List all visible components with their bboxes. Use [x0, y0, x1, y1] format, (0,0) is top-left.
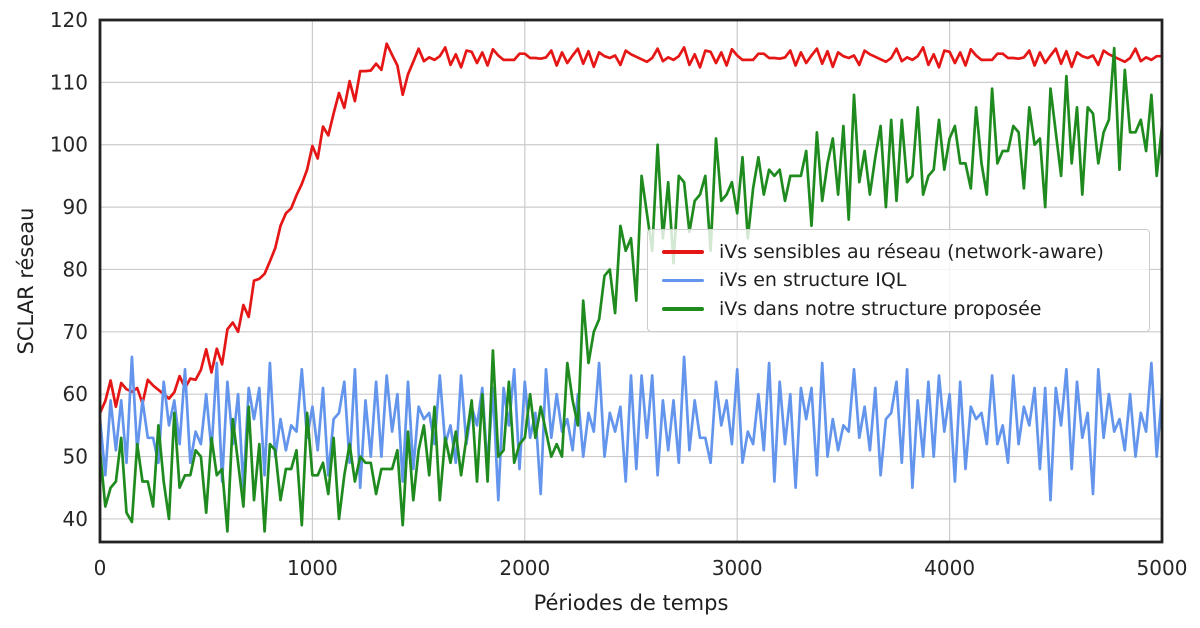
y-tick-label: 110 [50, 70, 88, 94]
y-tick-label: 100 [50, 133, 88, 157]
legend-item-network-aware: iVs sensibles au réseau (network-aware) [662, 241, 1135, 263]
x-tick-label: 2000 [499, 556, 550, 580]
series-line-1 [100, 355, 1162, 502]
legend-label: iVs sensibles au réseau (network-aware) [719, 241, 1104, 264]
y-tick-label: 90 [63, 195, 88, 219]
y-tick-label: 60 [63, 382, 88, 406]
y-tick-label: 80 [63, 257, 88, 281]
series-line-0 [100, 42, 1162, 415]
x-tick-label: 1000 [287, 556, 338, 580]
legend-label: iVs en structure IQL [719, 269, 907, 292]
legend-swatch-red-line [662, 250, 704, 254]
y-tick-label: 70 [63, 320, 88, 344]
legend-item-iql: iVs en structure IQL [662, 269, 1135, 291]
y-tick-label: 120 [50, 8, 88, 32]
x-axis-label: Périodes de temps [533, 591, 729, 615]
plot-border [98, 18, 1164, 544]
legend-swatch-blue-line [662, 278, 704, 283]
x-tick-label: 4000 [924, 556, 975, 580]
x-tick-label: 0 [94, 556, 107, 580]
legend: iVs sensibles au réseau (network-aware) … [647, 229, 1150, 332]
x-tick-label: 3000 [712, 556, 763, 580]
legend-item-proposed: iVs dans notre structure proposée [662, 298, 1135, 320]
legend-swatch-green-line [662, 307, 704, 311]
series-line-2 [100, 46, 1162, 533]
y-tick-label: 40 [63, 507, 88, 531]
y-axis-label: SCLAR réseau [14, 207, 38, 355]
legend-label: iVs dans notre structure proposée [719, 297, 1042, 320]
x-tick-label: 5000 [1137, 556, 1188, 580]
y-tick-label: 50 [63, 445, 88, 469]
